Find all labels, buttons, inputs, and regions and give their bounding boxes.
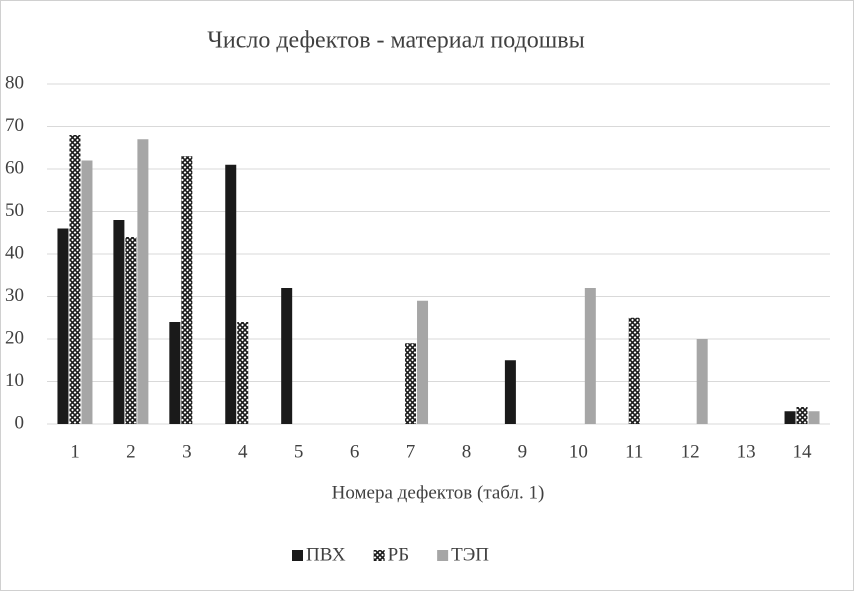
y-tick-label: 10	[5, 370, 24, 391]
x-tick-label: 4	[238, 441, 248, 462]
x-tick-label: 2	[126, 441, 136, 462]
y-tick-label: 0	[15, 412, 25, 433]
bar	[169, 322, 181, 424]
y-tick-label: 50	[5, 200, 24, 221]
bar	[784, 411, 796, 424]
bar	[181, 156, 193, 424]
legend-swatch	[437, 550, 449, 561]
x-tick-label: 10	[569, 441, 588, 462]
bar	[113, 220, 125, 424]
x-tick-label: 3	[182, 441, 192, 462]
bar	[81, 160, 93, 424]
bar	[57, 228, 69, 424]
x-tick-label: 9	[518, 441, 528, 462]
bar	[628, 317, 640, 424]
bar	[808, 411, 820, 424]
legend-swatch	[292, 550, 303, 561]
bar	[225, 164, 237, 424]
bar	[696, 339, 708, 424]
y-tick-label: 80	[5, 72, 24, 93]
x-tick-label: 14	[793, 441, 813, 462]
bar	[796, 407, 808, 424]
legend-swatch	[373, 550, 385, 561]
x-tick-label: 1	[70, 441, 80, 462]
bar	[137, 139, 149, 424]
bar	[504, 360, 516, 424]
legend-label: ПВХ	[306, 544, 346, 565]
legend-label: РБ	[388, 544, 409, 565]
y-tick-label: 40	[5, 242, 24, 263]
bar	[405, 343, 417, 424]
x-axis-label: Номера дефектов (табл. 1)	[332, 482, 545, 503]
x-tick-label: 12	[681, 441, 700, 462]
bar	[237, 322, 249, 424]
x-tick-label: 5	[294, 441, 304, 462]
x-tick-label: 6	[350, 441, 360, 462]
bar	[281, 288, 293, 424]
legend-label: ТЭП	[451, 544, 489, 565]
x-tick-label: 11	[625, 441, 643, 462]
y-tick-label: 70	[5, 115, 24, 136]
chart-title: Число дефектов - материал подошвы	[207, 28, 584, 54]
x-tick-label: 13	[737, 441, 756, 462]
y-tick-label: 20	[5, 327, 24, 348]
bar	[584, 288, 596, 424]
x-tick-label: 8	[462, 441, 472, 462]
y-tick-label: 60	[5, 157, 24, 178]
bar	[125, 237, 137, 424]
bar	[417, 300, 429, 424]
y-tick-label: 30	[5, 285, 24, 306]
x-tick-label: 7	[406, 441, 416, 462]
bar	[69, 135, 81, 424]
